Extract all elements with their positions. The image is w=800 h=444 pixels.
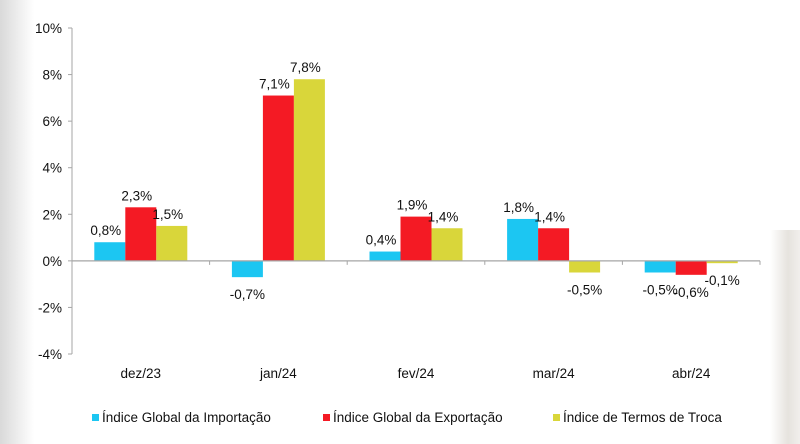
x-tick-label: abr/24 [672, 366, 711, 381]
legend-label: Índice Global da Exportação [333, 410, 503, 425]
data-label: -0,1% [705, 273, 740, 288]
legend-swatch-importacao [92, 414, 99, 421]
x-tick-label: mar/24 [533, 366, 576, 381]
data-label: 2,3% [121, 188, 152, 203]
y-tick-label: 4% [42, 161, 62, 176]
bar [125, 207, 157, 261]
bar [400, 216, 432, 261]
bar [706, 260, 738, 264]
data-label: -0,5% [643, 283, 678, 298]
y-axis: 10% 8% 6% 4% 2% 0% -2% -4% [35, 21, 73, 362]
legend-item-exportacao: Índice Global da Exportação [323, 410, 503, 425]
legend-label: Índice de Termos de Troca [563, 410, 722, 425]
background-blur-right [770, 230, 800, 444]
legend-label: Índice Global da Importação [102, 410, 271, 425]
bar [431, 228, 463, 261]
legend-swatch-termos-troca [553, 414, 560, 421]
background-blur-left [0, 0, 34, 444]
data-label: -0,5% [567, 283, 602, 298]
x-tick-label: fev/24 [398, 366, 435, 381]
bar [538, 228, 570, 261]
data-label: 1,8% [503, 200, 534, 215]
bar [507, 218, 539, 261]
data-label: 1,4% [428, 209, 459, 224]
y-tick-label: 6% [42, 114, 62, 129]
bars: 0,8%2,3%1,5%-0,7%7,1%7,8%0,4%1,9%1,4%1,8… [90, 60, 739, 302]
bar [156, 225, 188, 261]
y-tick-label: 2% [42, 207, 62, 222]
y-tick-label: 10% [35, 21, 62, 36]
x-tick-label: jan/24 [259, 366, 297, 381]
bar [644, 260, 676, 273]
bar [569, 260, 601, 273]
data-label: 0,4% [366, 233, 397, 248]
data-label: -0,7% [230, 287, 265, 302]
data-label: 7,8% [290, 60, 321, 75]
data-label: 1,4% [534, 209, 565, 224]
data-label: 7,1% [259, 77, 290, 92]
bar [675, 260, 707, 275]
x-axis: dez/23 jan/24 fev/24 mar/24 abr/24 [72, 260, 761, 381]
bar [293, 79, 325, 261]
data-label: 1,5% [152, 207, 183, 222]
data-label: 1,9% [397, 198, 428, 213]
y-tick-label: -4% [38, 347, 62, 362]
y-tick-label: 8% [42, 68, 62, 83]
x-tick-label: dez/23 [121, 366, 162, 381]
y-tick-label: -2% [38, 300, 62, 315]
legend: Índice Global da Importação Índice Globa… [0, 410, 800, 434]
data-label: 0,8% [90, 223, 121, 238]
bar [231, 260, 263, 278]
bar [369, 251, 401, 261]
data-label: -0,6% [674, 285, 709, 300]
legend-item-termos-troca: Índice de Termos de Troca [553, 410, 722, 425]
bar [262, 95, 294, 261]
y-tick-label: 0% [42, 254, 62, 269]
legend-item-importacao: Índice Global da Importação [92, 410, 271, 425]
bar [94, 242, 126, 261]
legend-swatch-exportacao [323, 414, 330, 421]
